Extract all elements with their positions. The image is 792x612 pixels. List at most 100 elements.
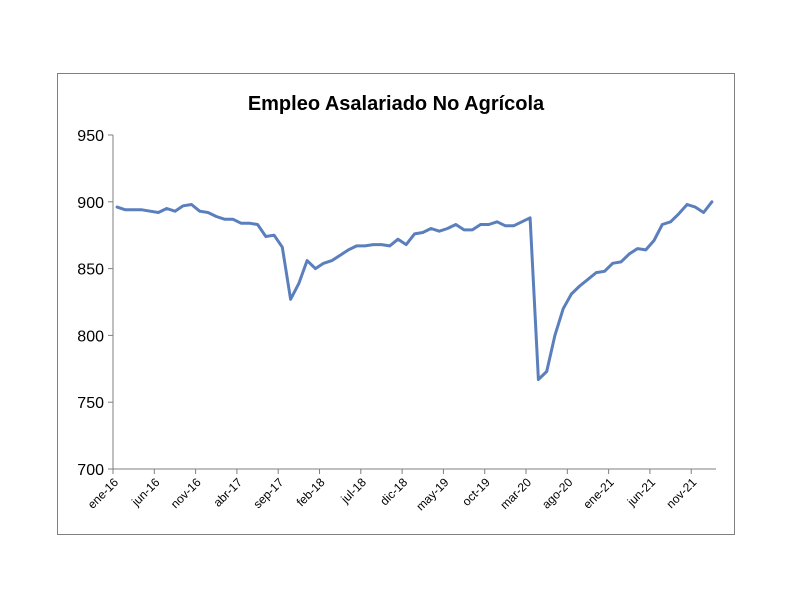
x-tick-label: may-19 xyxy=(413,475,451,513)
data-point xyxy=(561,307,565,310)
data-point xyxy=(206,211,210,214)
data-point xyxy=(198,209,201,213)
data-point xyxy=(231,217,234,221)
data-point xyxy=(528,216,532,220)
data-point xyxy=(413,232,416,236)
data-point xyxy=(603,270,606,273)
data-point xyxy=(322,262,325,265)
y-tick-label: 800 xyxy=(77,328,104,345)
data-point xyxy=(661,223,664,226)
data-point xyxy=(644,248,647,252)
data-point xyxy=(652,239,656,242)
data-point xyxy=(363,244,367,248)
y-tick-label: 700 xyxy=(77,462,104,479)
line-chart: Empleo Asalariado No Agrícola 700 750 800 8… xyxy=(77,93,716,513)
y-tick-label: 750 xyxy=(77,395,104,412)
data-point xyxy=(504,224,507,228)
data-point xyxy=(380,243,383,246)
x-tick-label: abr-17 xyxy=(211,475,246,510)
x-tick-label: jun-16 xyxy=(128,475,162,509)
data-point xyxy=(182,204,185,208)
data-point xyxy=(264,235,268,238)
data-point xyxy=(586,278,590,281)
data-point xyxy=(165,207,168,210)
data-point xyxy=(595,271,598,274)
x-tick-label: nov-16 xyxy=(168,475,204,511)
data-point xyxy=(570,292,573,296)
data-point xyxy=(520,220,524,224)
data-point xyxy=(619,260,623,264)
data-point xyxy=(553,334,557,337)
data-point xyxy=(157,211,160,214)
data-point xyxy=(371,243,375,246)
data-point xyxy=(289,298,292,301)
data-point xyxy=(272,234,276,237)
x-tick-label: nov-21 xyxy=(663,475,699,511)
x-tick-label: mar-20 xyxy=(497,475,534,512)
y-axis: 700 750 800 850 900 950 xyxy=(77,128,114,479)
data-point xyxy=(578,284,581,288)
data-point xyxy=(281,246,284,249)
data-point xyxy=(479,223,482,226)
data-point xyxy=(471,228,474,232)
data-point xyxy=(330,259,334,262)
x-tick-label: ene-16 xyxy=(85,475,122,512)
x-tick-label: feb-18 xyxy=(294,475,328,509)
data-point xyxy=(545,370,548,373)
data-point xyxy=(694,205,697,209)
data-point xyxy=(487,223,491,226)
x-tick-label: sep-17 xyxy=(250,475,286,511)
data-point xyxy=(628,252,631,256)
data-point xyxy=(223,217,226,221)
data-point xyxy=(537,378,540,381)
x-axis: ene-16 jun-16 nov-16 abr-17 sep-17 feb-18 jul-… xyxy=(85,468,716,513)
data-point xyxy=(636,247,639,250)
series-line xyxy=(115,200,714,381)
data-point xyxy=(190,203,193,206)
data-point xyxy=(429,227,433,230)
x-tick-label: ene-21 xyxy=(580,475,617,512)
data-point xyxy=(297,282,301,285)
data-point xyxy=(124,208,127,212)
data-point xyxy=(702,211,705,214)
data-point xyxy=(396,238,400,241)
data-point xyxy=(305,259,309,262)
data-point xyxy=(710,200,714,203)
data-point xyxy=(256,223,259,226)
x-tick-label: ago-20 xyxy=(539,475,576,512)
data-point xyxy=(454,223,458,226)
data-point xyxy=(355,244,358,248)
x-tick-label: jul-18 xyxy=(338,475,370,507)
data-point xyxy=(388,244,391,248)
y-tick-label: 900 xyxy=(77,195,104,212)
data-point xyxy=(438,229,441,233)
data-point xyxy=(115,205,119,209)
data-point xyxy=(677,212,681,216)
y-tick-label: 950 xyxy=(77,128,104,145)
data-point xyxy=(495,220,499,224)
data-point xyxy=(347,248,350,252)
data-point xyxy=(611,262,614,265)
chart-title: Empleo Asalariado No Agrícola xyxy=(248,93,545,115)
data-point xyxy=(140,208,144,212)
data-point xyxy=(239,221,243,225)
data-point xyxy=(173,209,177,213)
chart-area: Empleo Asalariado No Agrícola 700 750 800 8… xyxy=(57,73,735,535)
data-point xyxy=(248,221,251,225)
data-point xyxy=(421,231,424,234)
data-point xyxy=(462,228,466,232)
data-point xyxy=(314,267,317,270)
x-tick-label: dic-18 xyxy=(377,475,410,508)
y-tick-label: 850 xyxy=(77,262,104,279)
data-point xyxy=(215,215,218,218)
data-point xyxy=(148,209,152,213)
data-point xyxy=(685,203,689,206)
data-point xyxy=(512,224,515,228)
data-point xyxy=(669,220,672,224)
data-point xyxy=(446,227,449,230)
series-group xyxy=(115,200,714,381)
data-point xyxy=(338,254,342,257)
x-tick-label: oct-19 xyxy=(459,475,493,509)
data-point xyxy=(405,243,408,246)
x-tick-label: jun-21 xyxy=(624,475,658,509)
